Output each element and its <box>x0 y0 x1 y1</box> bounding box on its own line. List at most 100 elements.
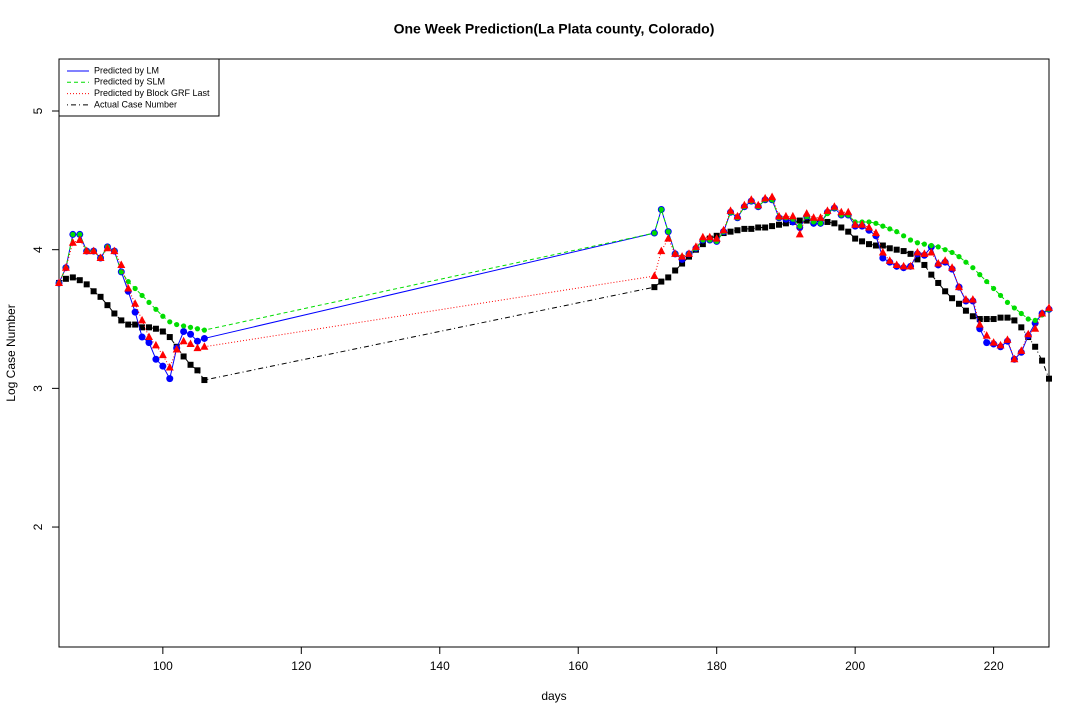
point <box>983 316 990 323</box>
point <box>989 338 998 346</box>
chart-title: One Week Prediction(La Plata county, Col… <box>394 21 715 37</box>
point <box>776 221 782 228</box>
point <box>665 229 671 235</box>
point <box>200 334 208 342</box>
point <box>984 278 990 285</box>
point <box>823 206 832 214</box>
point <box>824 218 831 225</box>
point <box>955 282 963 291</box>
point <box>165 363 174 371</box>
point <box>1004 299 1011 305</box>
point <box>1018 310 1024 317</box>
point <box>872 242 879 249</box>
point <box>893 246 900 253</box>
point <box>679 260 686 267</box>
point <box>740 200 749 209</box>
point <box>747 195 756 203</box>
point <box>90 288 97 295</box>
point <box>748 225 755 232</box>
point <box>830 202 839 210</box>
point <box>153 306 159 312</box>
point <box>948 263 957 271</box>
point <box>928 242 934 249</box>
point <box>887 226 893 232</box>
point <box>678 252 687 260</box>
point <box>733 211 742 220</box>
point <box>1003 335 1012 343</box>
point <box>146 299 152 305</box>
point <box>997 314 1004 321</box>
legend-label: Predicted by LM <box>94 65 159 75</box>
point <box>131 299 140 307</box>
point <box>117 260 126 268</box>
point <box>200 342 209 350</box>
point <box>977 272 983 278</box>
point <box>782 220 789 227</box>
point <box>70 231 76 238</box>
point <box>817 220 824 226</box>
x-tick-label: 200 <box>845 659 865 673</box>
point <box>201 377 208 384</box>
point <box>963 259 969 265</box>
point <box>110 246 119 255</box>
point <box>96 253 105 262</box>
point <box>878 247 887 256</box>
point <box>1004 314 1011 321</box>
point <box>866 241 872 248</box>
point <box>1025 316 1031 322</box>
x-tick-label: 120 <box>291 659 311 673</box>
point <box>152 355 160 363</box>
legend-label: Predicted by SLM <box>94 77 165 87</box>
x-tick-label: 140 <box>430 659 450 673</box>
point <box>809 213 818 221</box>
point <box>914 240 921 246</box>
y-tick-label: 3 <box>31 385 45 392</box>
point <box>672 267 679 274</box>
point <box>145 332 153 341</box>
point <box>983 339 991 347</box>
point <box>803 217 810 224</box>
point <box>698 232 707 241</box>
point <box>68 238 77 246</box>
point <box>180 328 188 336</box>
x-tick-label: 160 <box>568 659 588 673</box>
point <box>104 302 111 309</box>
point <box>913 247 922 256</box>
point <box>166 375 174 383</box>
point <box>1017 346 1026 354</box>
point <box>775 211 783 220</box>
point <box>969 313 976 320</box>
point <box>665 274 672 281</box>
point <box>181 323 187 329</box>
point <box>982 331 991 339</box>
point <box>118 317 125 324</box>
point <box>658 206 664 213</box>
point <box>1011 317 1018 324</box>
point <box>658 278 665 285</box>
point <box>166 334 173 341</box>
point <box>941 256 950 264</box>
legend-label: Actual Case Number <box>94 99 177 109</box>
point <box>921 261 928 268</box>
point <box>802 209 811 217</box>
point <box>193 343 202 352</box>
point <box>859 238 866 245</box>
point <box>927 247 936 256</box>
point <box>180 353 187 360</box>
legend-label: Predicted by Block GRF Last <box>94 88 210 98</box>
point <box>179 336 188 345</box>
point <box>664 234 673 242</box>
point <box>158 350 167 359</box>
point <box>111 310 118 317</box>
point <box>755 224 762 231</box>
point <box>976 316 983 323</box>
point <box>132 285 138 292</box>
point <box>1018 324 1025 331</box>
point <box>76 277 83 284</box>
point <box>781 211 790 220</box>
point <box>921 241 927 247</box>
point <box>741 225 748 232</box>
point <box>949 295 956 302</box>
point <box>769 223 776 230</box>
